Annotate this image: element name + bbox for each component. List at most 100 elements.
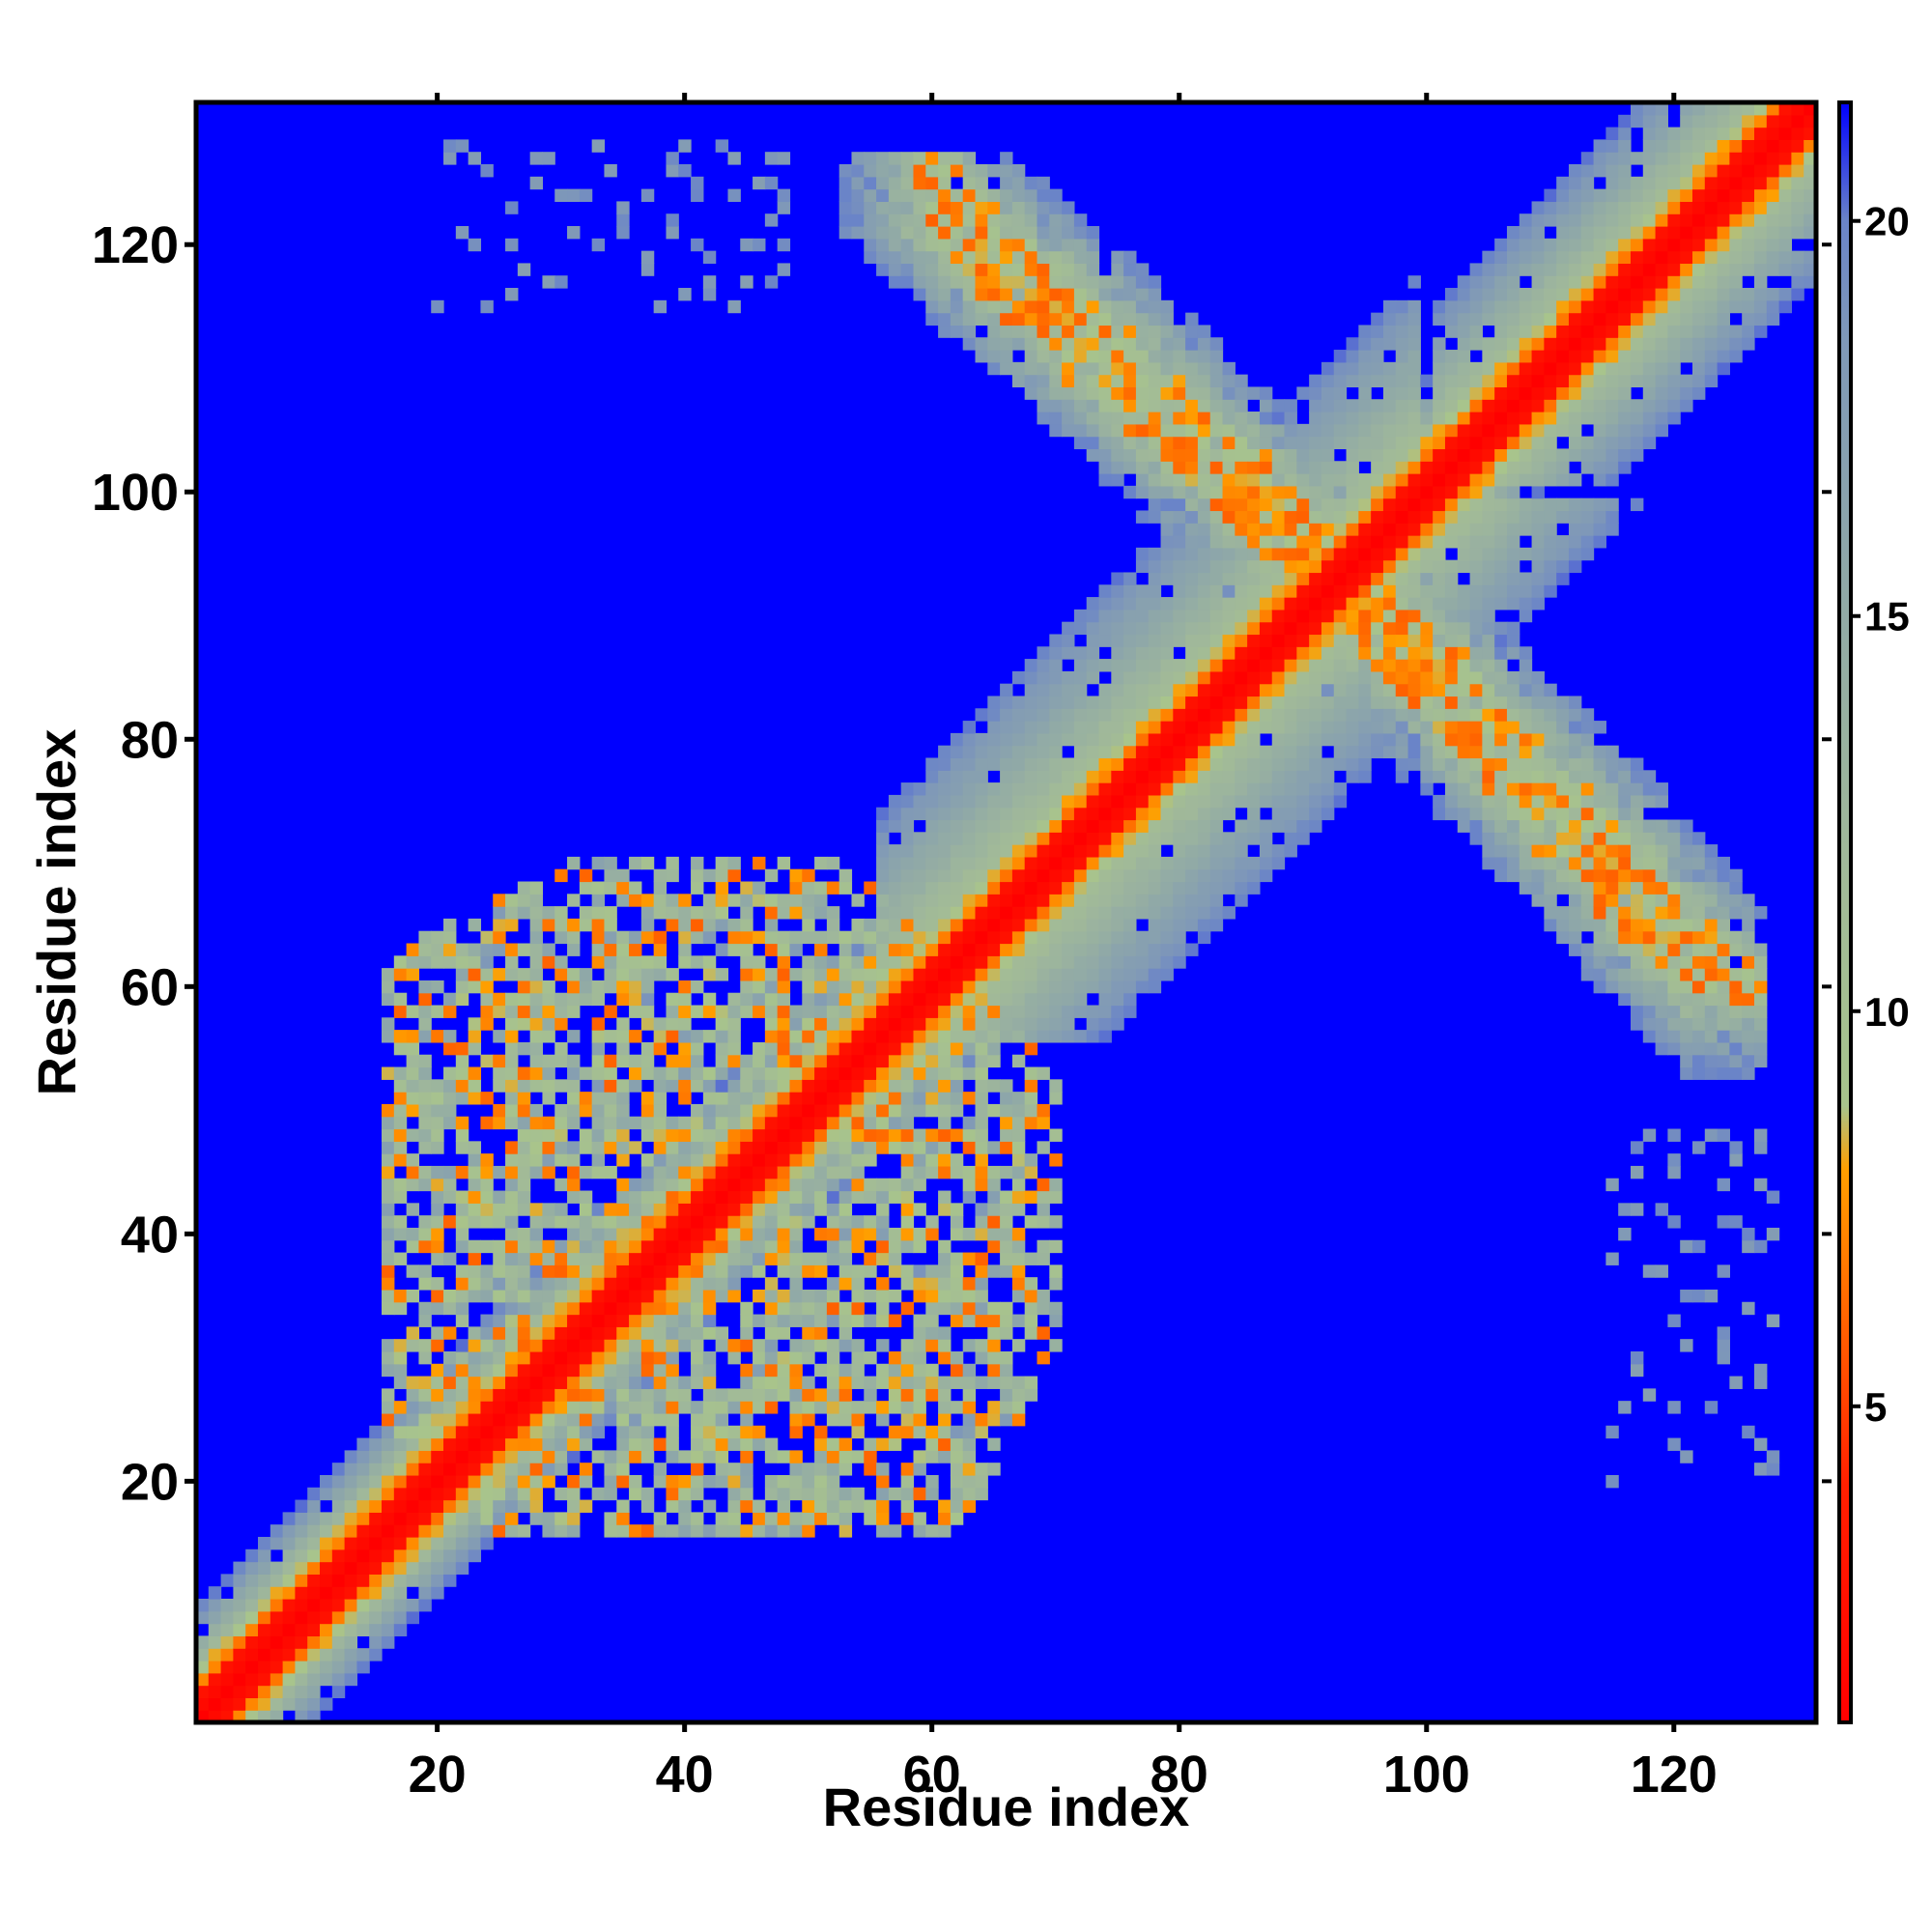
heatmap-cell [1073, 250, 1088, 265]
heatmap-cell [678, 894, 692, 907]
heatmap-cell [1296, 423, 1310, 438]
heatmap-cell [1296, 794, 1310, 809]
heatmap-cell [1506, 770, 1520, 783]
heatmap-cell [1135, 844, 1150, 858]
heatmap-cell [579, 1227, 593, 1241]
heatmap-cell [950, 1487, 964, 1501]
heatmap-cell [1037, 832, 1050, 845]
heatmap-cell [962, 1301, 977, 1316]
heatmap-cell [1544, 423, 1557, 438]
heatmap-cell [1024, 696, 1038, 709]
heatmap-cell [1086, 374, 1100, 388]
heatmap-cell [975, 1092, 988, 1105]
heatmap-cell [753, 1437, 766, 1451]
heatmap-cell [789, 1116, 803, 1130]
heatmap-cell [443, 1301, 457, 1316]
heatmap-cell [1444, 794, 1459, 809]
heatmap-cell [950, 1066, 964, 1080]
heatmap-cell [1160, 597, 1174, 611]
heatmap-cell [1011, 955, 1026, 969]
heatmap-cell [1407, 670, 1421, 685]
heatmap-cell [1271, 807, 1286, 821]
heatmap-cell [282, 1697, 297, 1711]
heatmap-cell [1247, 696, 1261, 709]
heatmap-cell [1382, 745, 1397, 759]
heatmap-cell [245, 1548, 259, 1563]
heatmap-cell [1531, 473, 1545, 487]
heatmap-cell [1333, 708, 1348, 722]
heatmap-cell [777, 1066, 791, 1080]
heatmap-cell [307, 1561, 321, 1575]
heatmap-cell [851, 152, 865, 165]
heatmap-cell [691, 955, 704, 969]
heatmap-cell [431, 1574, 444, 1587]
heatmap-cell [753, 1066, 766, 1080]
heatmap-cell [1506, 275, 1520, 289]
heatmap-cell [962, 943, 977, 956]
heatmap-cell [591, 139, 606, 153]
heatmap-cell [1382, 374, 1397, 388]
heatmap-cell [529, 1054, 544, 1068]
heatmap-cell [925, 1079, 939, 1093]
heatmap-cell [1062, 1030, 1075, 1043]
heatmap-cell [802, 1054, 815, 1068]
heatmap-cell [888, 955, 902, 969]
heatmap-cell [1160, 621, 1174, 636]
heatmap-cell [814, 1141, 828, 1154]
heatmap-cell [789, 1141, 803, 1154]
heatmap-cell [1544, 708, 1557, 722]
heatmap-cell [1049, 1314, 1063, 1327]
heatmap-cell [1457, 732, 1471, 747]
heatmap-cell [888, 1017, 902, 1031]
heatmap-cell [1407, 572, 1421, 585]
heatmap-cell [1135, 745, 1150, 759]
heatmap-cell [1123, 250, 1137, 265]
heatmap-cell [1173, 819, 1186, 833]
heatmap-cell [1197, 412, 1211, 425]
heatmap-cell [1321, 721, 1335, 734]
heatmap-cell [1135, 782, 1150, 796]
heatmap-cell [1531, 670, 1545, 685]
heatmap-cell [1235, 584, 1248, 598]
heatmap-cell [1568, 832, 1582, 845]
heatmap-cell [1000, 201, 1013, 214]
heatmap-cell [1420, 708, 1434, 722]
heatmap-cell [1111, 980, 1124, 994]
heatmap-cell [1000, 1252, 1013, 1265]
heatmap-cell [913, 1017, 926, 1031]
heatmap-cell [838, 164, 853, 178]
heatmap-cell [777, 1512, 791, 1525]
heatmap-cell [925, 1425, 939, 1439]
heatmap-cell [1284, 708, 1297, 722]
heatmap-cell [393, 1363, 408, 1378]
heatmap-cell [1556, 299, 1570, 314]
heatmap-cell [393, 1548, 408, 1563]
heatmap-cell [1173, 412, 1186, 425]
heatmap-cell [727, 1066, 741, 1080]
heatmap-cell [1098, 832, 1112, 845]
heatmap-cell [987, 299, 1001, 314]
heatmap-cell [962, 1054, 977, 1068]
heatmap-cell [1135, 399, 1150, 412]
heatmap-cell [1321, 374, 1335, 388]
heatmap-cell [1556, 325, 1570, 338]
heatmap-cell [925, 1005, 939, 1018]
heatmap-cell [864, 1141, 877, 1154]
heatmap-cell [1011, 176, 1026, 190]
heatmap-cell [1519, 794, 1533, 809]
heatmap-cell [1135, 819, 1150, 833]
heatmap-cell [1197, 819, 1211, 833]
heatmap-cell [1123, 572, 1137, 585]
heatmap-cell [925, 930, 939, 945]
heatmap-cell [666, 152, 679, 165]
heatmap-cell [1209, 844, 1224, 858]
heatmap-cell [1271, 461, 1286, 474]
heatmap-cell [344, 1648, 358, 1662]
heatmap-cell [1098, 448, 1112, 462]
heatmap-cell [888, 1314, 902, 1327]
heatmap-cell [1519, 337, 1533, 351]
heatmap-cell [505, 1041, 519, 1056]
heatmap-cell [1556, 721, 1570, 734]
heatmap-cell [1494, 374, 1508, 388]
heatmap-cell [554, 992, 568, 1007]
